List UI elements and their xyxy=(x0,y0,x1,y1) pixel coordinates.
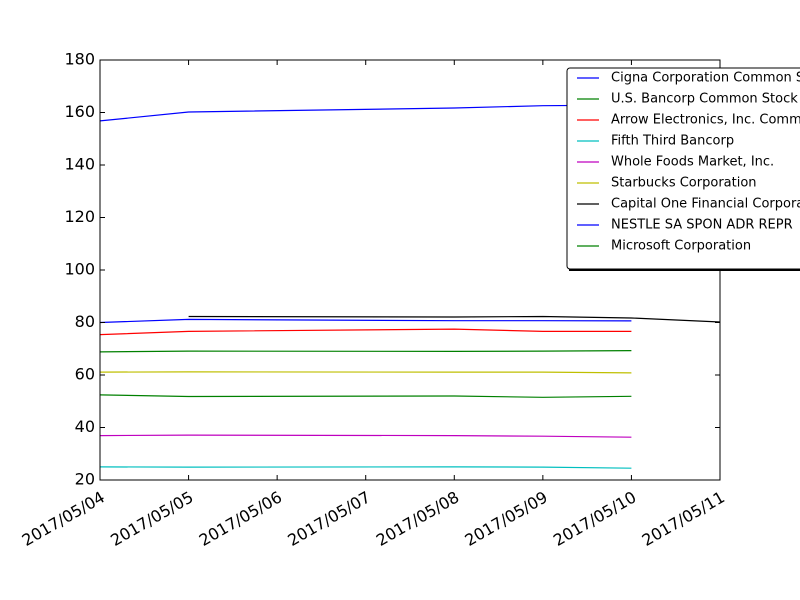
legend-label: Starbucks Corporation xyxy=(611,176,757,191)
series-line-7 xyxy=(188,315,721,323)
legend-label: Whole Foods Market, Inc. xyxy=(611,155,774,170)
legend-label: Microsoft Corporation xyxy=(611,239,751,254)
y-tick-label: 40 xyxy=(75,417,95,436)
legend-label: Arrow Electronics, Inc. Common Stock xyxy=(611,113,800,128)
series-line-8 xyxy=(99,318,632,324)
y-tick-label: 60 xyxy=(75,365,95,384)
y-tick-label: 80 xyxy=(75,312,95,331)
legend-label: Fifth Third Bancorp xyxy=(611,134,734,149)
y-axis: 20 40 60 80 100 120 140 160 180 xyxy=(64,50,720,489)
legend-box xyxy=(566,67,800,270)
series-line-6 xyxy=(99,371,632,374)
series-layer xyxy=(99,104,721,469)
y-tick-label: 180 xyxy=(64,50,95,69)
legend-label: NESTLE SA SPON ADR REPR xyxy=(611,218,793,233)
y-tick-label: 140 xyxy=(64,155,95,174)
legend: Cigna Corporation Common Stock U.S. Banco… xyxy=(566,67,800,271)
series-line-2 xyxy=(99,394,632,398)
series-line-4 xyxy=(99,466,632,469)
y-tick-label: 100 xyxy=(64,260,95,279)
series-line-3 xyxy=(99,328,632,336)
legend-label: Capital One Financial Corporation xyxy=(611,197,800,212)
series-line-5 xyxy=(99,434,632,438)
legend-label: U.S. Bancorp Common Stock xyxy=(611,92,798,107)
y-tick-label: 20 xyxy=(75,470,95,489)
legend-label: Cigna Corporation Common Stock xyxy=(611,71,800,86)
y-tick-label: 120 xyxy=(64,207,95,226)
y-tick-label: 160 xyxy=(64,102,95,121)
series-line-9 xyxy=(99,350,632,353)
